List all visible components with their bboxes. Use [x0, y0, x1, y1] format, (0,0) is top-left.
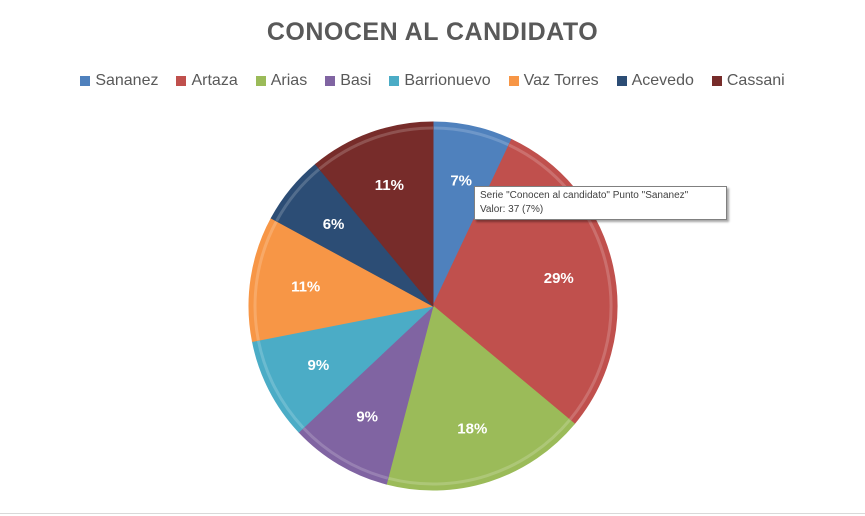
bottom-border [0, 513, 865, 514]
legend-swatch [80, 76, 91, 86]
legend-item-barrionuevo[interactable]: Barrionuevo [389, 72, 491, 90]
legend-item-cassani[interactable]: Cassani [711, 72, 785, 90]
legend-label: Arias [270, 72, 308, 89]
legend-swatch [255, 76, 266, 86]
legend-label: Basi [340, 72, 372, 89]
legend-item-arias[interactable]: Arias [255, 72, 308, 90]
pie-slice-bevel [302, 426, 389, 480]
legend-swatch [616, 76, 627, 86]
data-label-cassani: 11% [375, 177, 404, 194]
data-label-acevedo: 6% [323, 216, 345, 233]
data-label-artaza: 29% [544, 270, 574, 287]
legend-swatch [176, 76, 187, 86]
pie-slice-bevel [387, 418, 571, 486]
data-label-vaz-torres: 11% [291, 278, 320, 295]
pie-slice-bevel [256, 339, 305, 429]
data-label-barrionuevo: 9% [308, 357, 330, 374]
legend-item-artaza[interactable]: Artaza [176, 72, 238, 90]
pie-slice-arias[interactable] [385, 305, 576, 491]
data-point-tooltip: Serie "Conocen al candidato" Punto "Sana… [474, 186, 727, 220]
legend-item-vaz-torres[interactable]: Vaz Torres [508, 72, 599, 90]
pie-slice-cassani[interactable] [314, 121, 434, 308]
legend-label: Acevedo [631, 72, 694, 89]
data-label-basi: 9% [356, 409, 378, 426]
legend-label: Vaz Torres [523, 72, 599, 89]
pie-slice-barrionuevo[interactable] [251, 305, 435, 433]
legend-swatch [389, 76, 400, 86]
data-label-sananez: 7% [450, 172, 472, 189]
pie-slice-bevel [253, 220, 278, 341]
chart-title: CONOCEN AL CANDIDATO [266, 18, 599, 46]
legend-label: Cassani [726, 72, 785, 89]
pie-slice-bevel [432, 126, 510, 147]
pie-slice-vaz-torres[interactable] [248, 217, 435, 343]
legend-item-sananez[interactable]: Sananez [80, 72, 158, 90]
legend-label: Barrionuevo [404, 72, 491, 89]
legend-item-acevedo[interactable]: Acevedo [616, 72, 694, 90]
legend-swatch [325, 76, 336, 86]
pie-slice-bevel [318, 126, 434, 171]
legend-item-basi[interactable]: Basi [325, 72, 371, 90]
legend-label: Artaza [191, 72, 238, 89]
pie-slice-basi[interactable] [298, 304, 434, 485]
pie-slice-bevel [508, 143, 613, 421]
legend-label: Sananez [95, 72, 159, 89]
legend-swatch [711, 76, 722, 86]
tooltip-value-line: Valor: 37 (7%) [480, 204, 544, 215]
tooltip-series-line: Serie "Conocen al candidato" Punto "Sana… [480, 190, 689, 201]
data-label-arias: 18% [457, 421, 487, 438]
pie-slice-bevel [275, 167, 321, 222]
chart-legend: Sananez Artaza Arias Basi Barrionuevo Va… [0, 72, 865, 90]
legend-swatch [508, 76, 519, 86]
